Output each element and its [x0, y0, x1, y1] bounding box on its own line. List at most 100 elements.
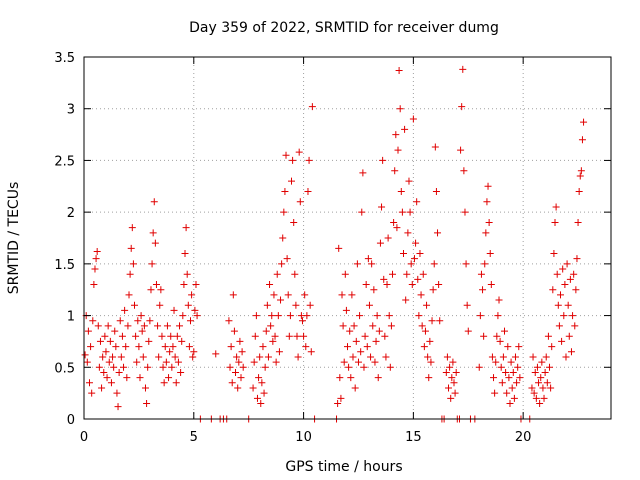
- x-tick-label: 0: [80, 430, 88, 445]
- data-point: [264, 353, 272, 361]
- data-point: [138, 327, 146, 335]
- data-point: [380, 275, 388, 283]
- data-point: [116, 317, 124, 325]
- data-point: [344, 343, 351, 351]
- data-point: [87, 343, 95, 351]
- data-point: [577, 167, 585, 175]
- data-point: [506, 399, 514, 407]
- data-point: [533, 363, 541, 371]
- data-point: [282, 151, 290, 159]
- data-point: [480, 332, 488, 340]
- data-point: [260, 389, 268, 397]
- data-point: [167, 332, 175, 340]
- data-point: [115, 368, 123, 376]
- data-point: [165, 374, 173, 382]
- data-point: [102, 348, 110, 356]
- data-point: [106, 337, 114, 345]
- data-point: [460, 167, 468, 175]
- data-point: [342, 306, 350, 314]
- data-point: [536, 399, 544, 407]
- data-point: [303, 312, 311, 320]
- data-point: [249, 384, 257, 392]
- data-point: [252, 312, 260, 320]
- data-point: [539, 384, 547, 392]
- data-point: [112, 343, 120, 351]
- data-point: [560, 312, 568, 320]
- data-point: [288, 177, 296, 185]
- data-point: [555, 322, 563, 330]
- data-point: [538, 358, 546, 366]
- data-point: [139, 353, 147, 361]
- data-point: [160, 379, 168, 387]
- data-point: [409, 115, 417, 123]
- data-point: [498, 379, 506, 387]
- data-point: [482, 229, 490, 237]
- data-point: [284, 291, 292, 299]
- data-point: [494, 312, 502, 320]
- data-point: [125, 291, 133, 299]
- data-point: [532, 394, 540, 402]
- data-point: [390, 218, 398, 226]
- data-point: [397, 187, 405, 195]
- data-point: [337, 394, 345, 402]
- data-point: [575, 187, 583, 195]
- data-point: [515, 343, 523, 351]
- data-point: [270, 291, 278, 299]
- data-point: [408, 281, 416, 289]
- data-point: [101, 332, 109, 340]
- data-point: [413, 198, 421, 206]
- data-point: [431, 143, 439, 151]
- data-point: [170, 306, 178, 314]
- data-point: [134, 317, 142, 325]
- data-point: [458, 103, 466, 111]
- data-point: [554, 301, 562, 309]
- data-point: [150, 198, 158, 206]
- data-point: [357, 348, 365, 356]
- data-point: [261, 363, 269, 371]
- y-tick-label: 2.5: [54, 154, 75, 169]
- data-point: [129, 260, 137, 268]
- data-point: [256, 353, 264, 361]
- data-point: [421, 327, 429, 335]
- data-point: [425, 374, 433, 382]
- data-point: [152, 281, 160, 289]
- data-point: [350, 322, 358, 330]
- data-point: [463, 301, 471, 309]
- data-point: [132, 332, 140, 340]
- data-point: [448, 374, 456, 382]
- data-point: [296, 198, 304, 206]
- data-point: [356, 312, 364, 320]
- data-point: [93, 247, 101, 255]
- data-point: [184, 301, 192, 309]
- data-point: [401, 125, 409, 133]
- data-point: [414, 275, 422, 283]
- data-point: [391, 167, 399, 175]
- data-point: [445, 384, 453, 392]
- data-point: [181, 250, 189, 258]
- data-point: [166, 348, 174, 356]
- data-point: [290, 218, 298, 226]
- data-point: [496, 337, 504, 345]
- data-point: [339, 322, 347, 330]
- data-point: [227, 343, 235, 351]
- data-point: [449, 358, 457, 366]
- data-point: [179, 312, 187, 320]
- data-point: [540, 394, 548, 402]
- data-point: [340, 358, 348, 366]
- data-point: [531, 368, 539, 376]
- data-point: [485, 218, 493, 226]
- data-point: [286, 312, 294, 320]
- data-point: [141, 384, 149, 392]
- data-point: [481, 260, 489, 268]
- data-point: [89, 317, 97, 325]
- data-point: [399, 250, 407, 258]
- data-point: [503, 389, 511, 397]
- data-point: [426, 337, 434, 345]
- data-point: [171, 353, 179, 361]
- data-point: [173, 332, 181, 340]
- data-point: [396, 105, 404, 113]
- data-point: [233, 353, 241, 361]
- data-point: [464, 327, 472, 335]
- data-point: [434, 229, 442, 237]
